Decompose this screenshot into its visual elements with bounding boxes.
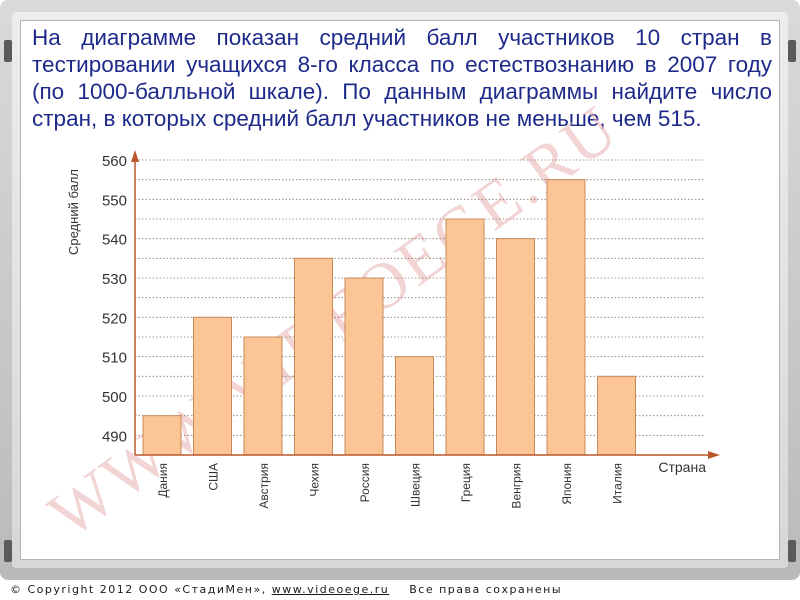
bar-Япония [546, 179, 586, 456]
x-category-label-Греция: Греция [459, 463, 473, 502]
copyright-footer: © Copyright 2012 ООО «СтадиМен», www.vid… [10, 583, 562, 596]
y-tick-label-510: 510 [102, 350, 127, 367]
board-clip-bottom-right [788, 540, 796, 562]
y-tick-label-540: 540 [102, 232, 127, 249]
x-category-label-США: США [207, 463, 221, 491]
bar-Греция [445, 218, 485, 456]
x-axis-arrow [708, 451, 720, 459]
bar-США [193, 316, 232, 456]
axes [131, 150, 720, 459]
x-category-label-Венгрия: Венгрия [510, 463, 524, 509]
x-category-label-Россия: Россия [358, 463, 372, 502]
axis-labels: 490 500 510 520 530 540 550 560 Дания США Австрия Ч… [66, 153, 706, 509]
bar-Швеция [395, 356, 434, 456]
board-clip-top-right [788, 40, 796, 62]
site-link[interactable]: www.videoege.ru [271, 583, 390, 596]
y-tick-label-550: 550 [102, 192, 127, 209]
x-category-label-Япония: Япония [560, 463, 574, 505]
bar-Дания [142, 415, 182, 456]
x-category-label-Чехия: Чехия [308, 463, 322, 497]
bar-Австрия [243, 336, 283, 456]
y-axis-title: Средний балл [66, 169, 81, 255]
x-category-label-Италия: Италия [611, 463, 625, 504]
x-category-label-Швеция: Швеция [409, 463, 423, 507]
bars [142, 179, 636, 456]
y-tick-label-490: 490 [102, 428, 127, 445]
problem-statement: На диаграмме показан средний балл участн… [32, 25, 772, 131]
board-clip-top-left [4, 40, 12, 62]
bar-Венгрия [496, 238, 535, 456]
bar-Чехия [294, 257, 333, 456]
x-category-label-Австрия: Австрия [257, 463, 271, 509]
y-tick-label-520: 520 [102, 310, 127, 327]
copyright-prefix: © Copyright 2012 ООО «СтадиМен», [10, 583, 272, 596]
bar-Италия [597, 375, 636, 456]
y-axis-arrow [131, 150, 139, 162]
rights-text: Все права сохранены [389, 583, 563, 596]
y-tick-label-500: 500 [102, 389, 127, 406]
board-clip-bottom-left [4, 540, 12, 562]
y-tick-label-560: 560 [102, 153, 127, 170]
bar-Россия [344, 277, 384, 456]
x-axis-title: Страна [658, 459, 706, 475]
whiteboard-surface [20, 20, 780, 560]
x-category-label-Дания: Дания [156, 463, 170, 498]
y-tick-label-530: 530 [102, 271, 127, 288]
